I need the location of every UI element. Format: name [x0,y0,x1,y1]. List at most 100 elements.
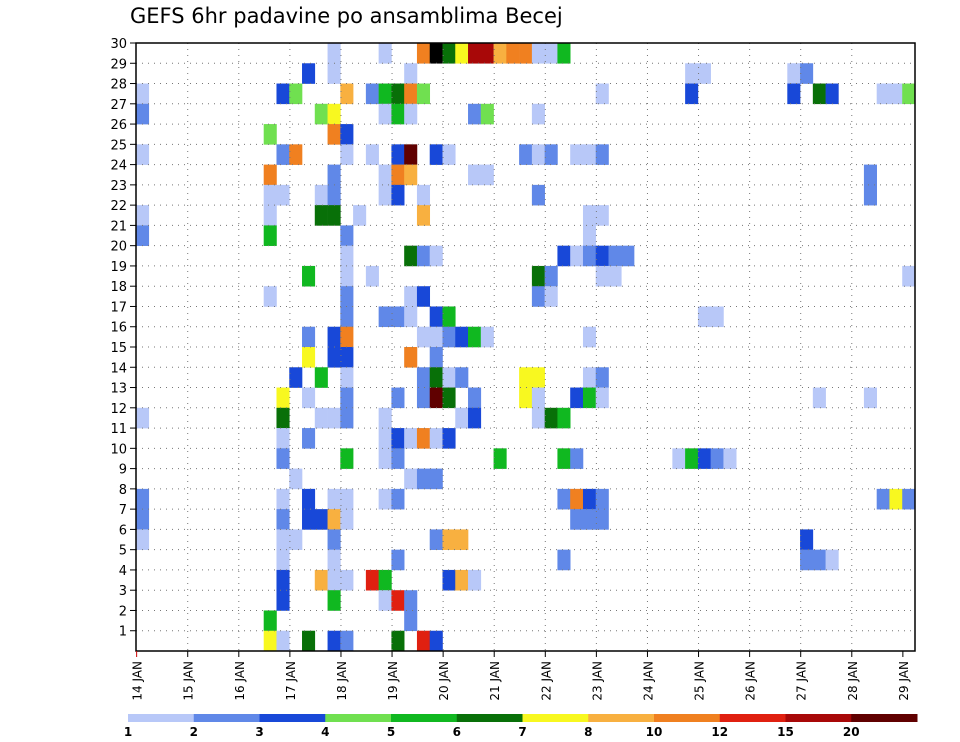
heatmap-cell [276,509,290,530]
heatmap-cell [416,468,431,490]
x-tick-label: 19 JAN [386,661,400,701]
heatmap-cell [595,488,609,510]
heatmap-cell [685,448,699,469]
y-tick-label: 24 [110,159,127,174]
heatmap-cell [289,144,303,165]
heatmap-cell [391,83,405,105]
heatmap-cell [327,124,341,145]
heatmap-cell [582,245,597,267]
colorbar-segment [654,714,721,722]
heatmap-cell [136,225,150,246]
heatmap-cell [416,326,431,348]
heatmap-cell [327,509,341,530]
heatmap-cell [723,448,737,469]
heatmap-cell [468,387,482,409]
heatmap-cell [391,448,405,469]
heatmap-cell [302,428,316,449]
heatmap-cell [416,428,431,449]
heatmap-cell [595,205,609,226]
heatmap-cell [378,43,392,64]
y-tick-label: 14 [110,361,127,376]
heatmap-cell [378,448,392,469]
heatmap-cell [442,387,456,409]
x-tick-label: 18 JAN [335,661,349,701]
heatmap-cell [276,387,290,409]
heatmap-cell [327,630,341,652]
heatmap-cell [595,509,609,530]
y-tick-label: 9 [119,463,127,478]
heatmap-cell [455,529,469,550]
heatmap-cell [302,387,316,409]
heatmap-cell [416,286,431,307]
heatmap-cell [289,529,303,550]
heatmap-cell [302,347,316,368]
heatmap-cell [570,245,584,267]
heatmap-cell [544,144,558,165]
heatmap-cell [404,590,418,611]
x-tick-label: 29 JAN [897,661,911,701]
heatmap-cell [314,569,328,591]
heatmap-cell [416,367,431,388]
x-tick-label: 20 JAN [437,661,451,701]
heatmap-cell [302,63,316,84]
heatmap-cell [480,326,494,348]
heatmap-cell [621,245,635,267]
heatmap-cell [327,347,341,368]
heatmap-cell [455,569,469,591]
heatmap-cell [340,509,354,530]
heatmap-cell [531,184,545,206]
heatmap-cell [263,205,277,226]
heatmap-cell [404,63,418,84]
heatmap-cell [442,529,456,550]
heatmap-cell [365,144,379,165]
heatmap-cell [455,407,469,429]
heatmap-cell [672,448,686,469]
heatmap-cell [544,286,558,307]
y-tick-label: 19 [110,260,127,275]
colorbar-label: 15 [777,725,794,739]
heatmap-cell [876,488,890,510]
heatmap-cell [327,43,341,64]
heatmap-cell [416,184,431,206]
heatmap-cell [455,43,469,64]
heatmap-cell [455,326,469,348]
heatmap-cell [710,306,724,328]
heatmap-cell [314,367,328,388]
heatmap-cell [378,164,392,186]
y-tick-label: 15 [110,341,127,356]
heatmap-cell [595,144,609,165]
heatmap-cell [136,205,150,226]
heatmap-cell [289,468,303,490]
x-tick-label: 22 JAN [539,661,553,701]
heatmap-cell [429,306,443,328]
heatmap-cell [289,367,303,388]
y-tick-label: 22 [110,199,127,214]
colorbar-label: 4 [321,725,329,739]
heatmap-cell [327,164,341,186]
heatmap-cell [519,387,533,409]
y-tick-label: 1 [119,625,127,640]
colorbar-segment [259,714,326,722]
heatmap-cell [519,144,533,165]
heatmap-cell [442,569,456,591]
heatmap-cell [391,184,405,206]
heatmap-cell [697,306,711,328]
heatmap-cell [570,387,584,409]
heatmap-cell [136,407,150,429]
heatmap-cell [340,225,354,246]
colorbar-segment [522,714,589,722]
heatmap-cell [812,387,826,409]
heatmap-cell [314,184,328,206]
heatmap-cell [314,407,328,429]
colorbar-segment [193,714,260,722]
heatmap-cell [519,367,533,388]
heatmap-cell [378,428,392,449]
heatmap-cell [416,630,431,652]
heatmap-cell [314,205,328,226]
heatmap-cell [302,488,316,510]
heatmap-cell [416,387,431,409]
heatmap-cell [442,367,456,388]
heatmap-cell [340,488,354,510]
y-tick-label: 30 [110,37,127,52]
heatmap-cell [391,488,405,510]
